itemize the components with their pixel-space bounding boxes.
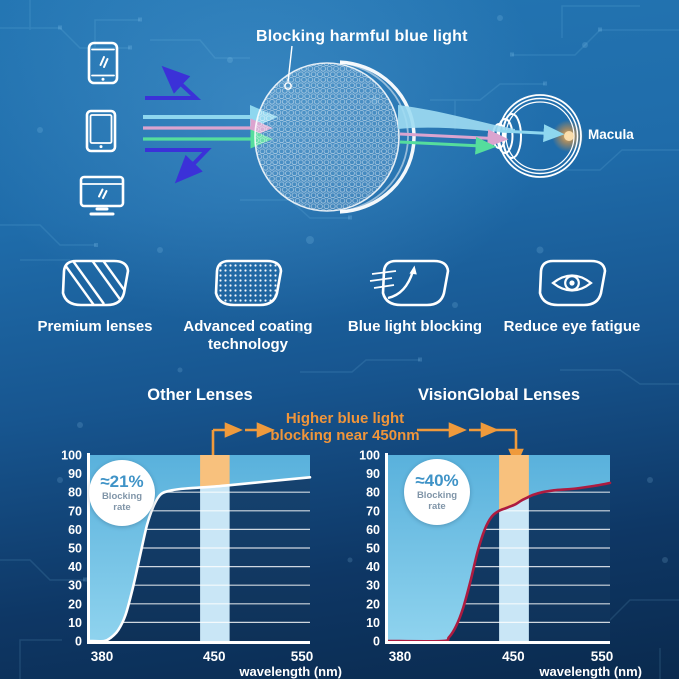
macula-glow [552, 120, 584, 152]
reduce-eye-fatigue-icon [538, 259, 607, 307]
lens-leader-line [287, 45, 293, 83]
advanced-coating-lens-icon [214, 259, 283, 307]
feature-label-blue-light-blocking: Blue light blocking [347, 318, 483, 335]
feature-label-reduce-eye-fatigue: Reduce eye fatigue [503, 318, 641, 335]
svg-text:wavelength (nm): wavelength (nm) [238, 664, 342, 679]
premium-lens-icon [61, 259, 130, 307]
chart-title-other-lenses: Other Lenses [147, 386, 253, 404]
svg-text:80: 80 [68, 486, 82, 500]
chart-other-lenses: 0 10 20 30 40 50 60 70 80 90 100 380 450 550wavelengt… [61, 449, 342, 679]
svg-text:450: 450 [502, 649, 525, 664]
svg-text:10: 10 [366, 616, 380, 630]
blocked-blue-light-arrows [145, 65, 212, 184]
badge-value: ≈21% [100, 472, 144, 492]
chart-title-visionglobal-lenses: VisionGlobal Lenses [418, 386, 580, 404]
badge-value: ≈40% [415, 471, 459, 491]
svg-text:550: 550 [591, 649, 614, 664]
svg-text:90: 90 [366, 467, 380, 481]
svg-text:100: 100 [359, 449, 380, 463]
svg-text:60: 60 [366, 523, 380, 537]
svg-text:60: 60 [68, 523, 82, 537]
svg-text:450: 450 [203, 649, 226, 664]
svg-text:0: 0 [75, 635, 82, 649]
blue-light-blocking-lens-icon [369, 259, 450, 307]
lens-leader-dot [284, 82, 292, 90]
svg-text:30: 30 [366, 579, 380, 593]
svg-text:wavelength (nm): wavelength (nm) [538, 664, 642, 679]
feature-label-advanced-coating: Advanced coating technology [183, 318, 313, 353]
tablet-icon [85, 109, 117, 153]
svg-text:380: 380 [91, 649, 114, 664]
transmitted-light-rays [398, 105, 565, 155]
svg-text:50: 50 [68, 542, 82, 556]
svg-text:20: 20 [68, 597, 82, 611]
macula-label: Macula [588, 127, 634, 142]
svg-text:30: 30 [68, 579, 82, 593]
blocking-rate-badge-other: ≈21% Blocking rate [89, 460, 155, 526]
svg-text:80: 80 [366, 486, 380, 500]
badge-label: Blocking rate [416, 490, 458, 512]
hero-title: Blocking harmful blue light [256, 28, 468, 45]
svg-text:90: 90 [68, 467, 82, 481]
svg-text:20: 20 [366, 597, 380, 611]
svg-text:50: 50 [366, 542, 380, 556]
svg-text:10: 10 [68, 616, 82, 630]
svg-text:70: 70 [68, 504, 82, 518]
svg-text:70: 70 [366, 504, 380, 518]
smartphone-icon [87, 41, 119, 85]
eye-cross-section-icon [492, 94, 584, 178]
feature-label-premium-lenses: Premium lenses [37, 318, 153, 335]
badge-label: Blocking rate [101, 491, 143, 513]
incoming-light-rays [143, 105, 278, 149]
chart-visionglobal-lenses: 0 10 20 30 40 50 60 70 80 90 100 380 450 550wavelengt… [359, 449, 642, 679]
annotation-line1: Higher blue light [285, 410, 405, 427]
svg-text:550: 550 [291, 649, 314, 664]
annotation-line2: blocking near 450nm [270, 427, 420, 444]
monitor-icon [79, 175, 125, 216]
svg-text:100: 100 [61, 449, 82, 463]
blocking-rate-badge-visionglobal: ≈40% Blocking rate [404, 459, 470, 525]
svg-text:40: 40 [366, 560, 380, 574]
svg-text:40: 40 [68, 560, 82, 574]
coated-lens [254, 45, 416, 214]
svg-text:380: 380 [389, 649, 412, 664]
svg-text:0: 0 [373, 635, 380, 649]
